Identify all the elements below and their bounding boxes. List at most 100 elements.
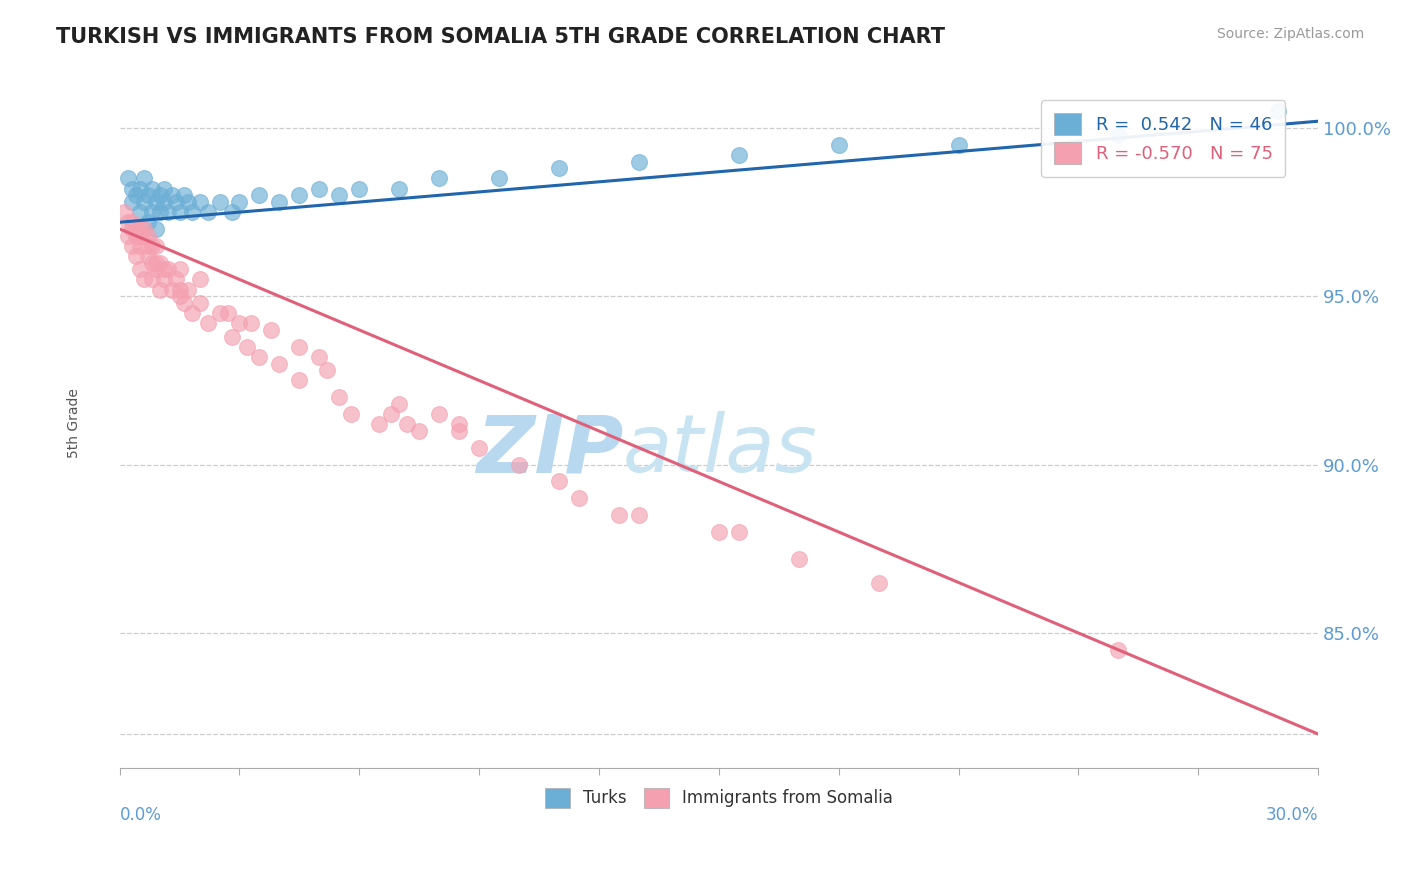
Point bbox=[288, 188, 311, 202]
Point bbox=[728, 524, 751, 539]
Point bbox=[121, 222, 143, 236]
Point bbox=[136, 215, 159, 229]
Point bbox=[208, 194, 231, 209]
Point bbox=[228, 316, 250, 330]
Point bbox=[449, 424, 471, 438]
Point bbox=[124, 228, 146, 243]
Point bbox=[145, 262, 167, 277]
Point bbox=[112, 205, 135, 219]
Point bbox=[132, 228, 155, 243]
Point bbox=[132, 171, 155, 186]
Point bbox=[117, 215, 139, 229]
Point bbox=[141, 239, 163, 253]
Point bbox=[1107, 643, 1129, 657]
Point bbox=[145, 194, 167, 209]
Point bbox=[141, 205, 163, 219]
Point bbox=[249, 350, 271, 364]
Point bbox=[149, 205, 172, 219]
Point bbox=[141, 272, 163, 286]
Point bbox=[269, 357, 291, 371]
Point bbox=[607, 508, 630, 523]
Point bbox=[156, 205, 179, 219]
Point bbox=[128, 205, 150, 219]
Point bbox=[1267, 104, 1289, 119]
Point bbox=[128, 222, 150, 236]
Point bbox=[124, 249, 146, 263]
Point bbox=[508, 458, 530, 472]
Point bbox=[197, 205, 219, 219]
Point bbox=[124, 222, 146, 236]
Point bbox=[156, 262, 179, 277]
Point bbox=[396, 417, 419, 432]
Point bbox=[197, 316, 219, 330]
Point bbox=[145, 222, 167, 236]
Point bbox=[173, 188, 195, 202]
Point bbox=[145, 239, 167, 253]
Point bbox=[627, 508, 650, 523]
Point bbox=[548, 161, 571, 176]
Point bbox=[488, 171, 510, 186]
Point bbox=[152, 272, 174, 286]
Point bbox=[828, 137, 851, 152]
Point bbox=[169, 283, 191, 297]
Point bbox=[288, 374, 311, 388]
Point bbox=[427, 407, 450, 421]
Point bbox=[152, 181, 174, 195]
Point bbox=[176, 283, 198, 297]
Point bbox=[180, 306, 202, 320]
Text: ZIP: ZIP bbox=[475, 411, 623, 489]
Point bbox=[173, 296, 195, 310]
Point bbox=[1107, 128, 1129, 142]
Point bbox=[132, 272, 155, 286]
Point bbox=[627, 154, 650, 169]
Text: 5th Grade: 5th Grade bbox=[67, 388, 82, 458]
Text: 0.0%: 0.0% bbox=[120, 805, 162, 823]
Point bbox=[368, 417, 391, 432]
Point bbox=[169, 205, 191, 219]
Point bbox=[165, 194, 187, 209]
Point bbox=[260, 323, 283, 337]
Point bbox=[308, 181, 330, 195]
Point bbox=[169, 262, 191, 277]
Point bbox=[249, 188, 271, 202]
Point bbox=[449, 417, 471, 432]
Point bbox=[468, 441, 491, 455]
Point bbox=[128, 262, 150, 277]
Point bbox=[427, 171, 450, 186]
Point bbox=[328, 390, 350, 404]
Point bbox=[117, 171, 139, 186]
Point bbox=[568, 491, 591, 506]
Point bbox=[308, 350, 330, 364]
Point bbox=[707, 524, 730, 539]
Point bbox=[388, 397, 411, 411]
Point bbox=[149, 255, 172, 269]
Point bbox=[117, 228, 139, 243]
Point bbox=[128, 181, 150, 195]
Point bbox=[380, 407, 402, 421]
Point bbox=[180, 205, 202, 219]
Point bbox=[288, 340, 311, 354]
Point bbox=[240, 316, 263, 330]
Point bbox=[316, 363, 339, 377]
Point bbox=[236, 340, 259, 354]
Point bbox=[221, 329, 243, 343]
Point bbox=[121, 239, 143, 253]
Point bbox=[176, 194, 198, 209]
Legend: Turks, Immigrants from Somalia: Turks, Immigrants from Somalia bbox=[538, 780, 900, 814]
Point bbox=[188, 194, 211, 209]
Point bbox=[548, 475, 571, 489]
Point bbox=[408, 424, 430, 438]
Point bbox=[136, 249, 159, 263]
Point bbox=[132, 194, 155, 209]
Point bbox=[169, 289, 191, 303]
Point bbox=[128, 239, 150, 253]
Point bbox=[728, 148, 751, 162]
Point bbox=[328, 188, 350, 202]
Point bbox=[128, 228, 150, 243]
Point bbox=[121, 181, 143, 195]
Point bbox=[160, 188, 183, 202]
Point bbox=[787, 552, 810, 566]
Point bbox=[121, 215, 143, 229]
Text: atlas: atlas bbox=[623, 411, 818, 489]
Point bbox=[121, 194, 143, 209]
